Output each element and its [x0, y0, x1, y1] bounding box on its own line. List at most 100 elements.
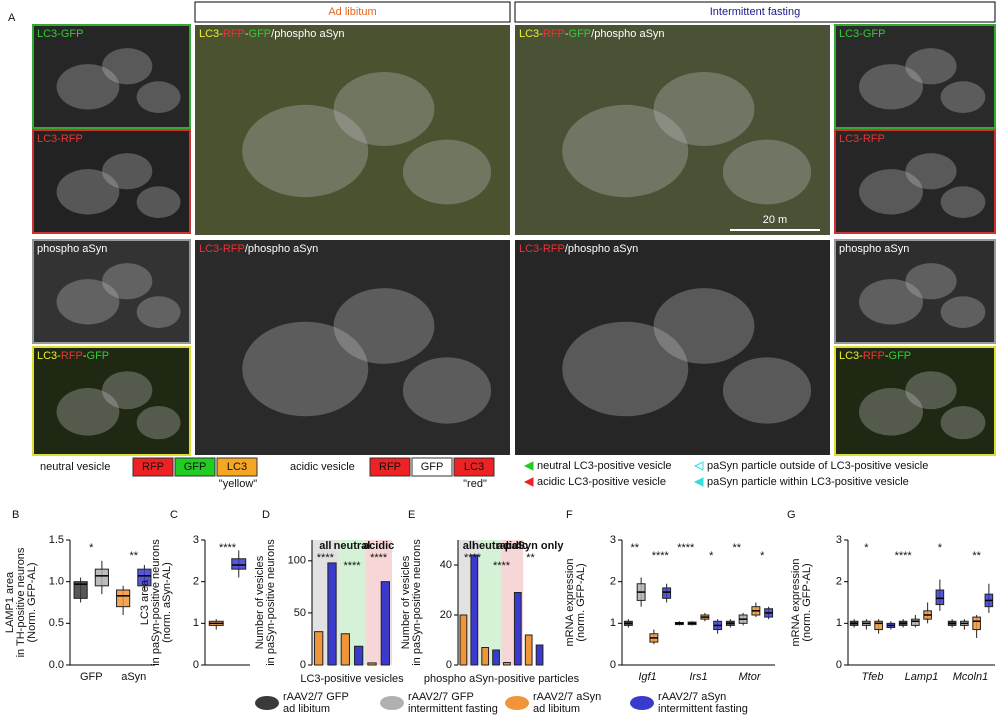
y-axis-label: mRNA expression [564, 558, 576, 646]
legend-label: intermittent fasting [408, 703, 498, 715]
y-axis-label: Number of vesicles [254, 555, 266, 649]
panel-letter: E [408, 509, 415, 521]
image-label: LC3-RFP [37, 133, 83, 145]
bar [470, 554, 479, 666]
significance: **** [370, 552, 388, 564]
y-tick-label: 1 [193, 617, 199, 629]
label-part: phospho aSyn [839, 243, 909, 255]
label-part: RFP [61, 350, 83, 362]
arrow-icon [693, 477, 704, 487]
arrow-legend-label: acidic LC3-positive vesicle [537, 476, 666, 488]
key-box-label: RFP [379, 461, 401, 473]
cell-body [562, 104, 689, 198]
panel-letter: A [8, 12, 16, 24]
significance: ** [972, 550, 981, 562]
image-label: LC3-RFP/phospho aSyn [199, 243, 318, 255]
arrow-legend-label: paSyn particle within LC3-positive vesic… [707, 476, 909, 488]
arrow-icon [693, 461, 704, 471]
micrograph [834, 239, 996, 344]
header: Intermittent fasting [710, 6, 801, 18]
cell-body [333, 288, 435, 364]
header-box [194, 1, 511, 23]
image-label: LC3-RFP-GFP [37, 350, 109, 362]
significance: * [89, 542, 94, 554]
significance: * [938, 542, 943, 554]
key-title: neutral vesicle [40, 461, 110, 473]
category-label: paSyn only [505, 540, 565, 552]
label-part: /phospho aSyn [591, 28, 664, 40]
cell-body [905, 263, 957, 300]
image-label: LC3-RFP-GFP/phospho aSyn [199, 28, 345, 40]
cell-body [333, 72, 435, 146]
label-part: LC3-RFP [37, 133, 83, 145]
y-tick-label: 0 [610, 659, 616, 671]
micrograph [32, 239, 191, 344]
box [874, 620, 883, 631]
y-tick-label: 1.0 [49, 576, 64, 588]
cell-body [402, 139, 492, 205]
y-tick-label: 1.5 [49, 534, 64, 546]
y-axis-label: (norm. GFP-AL) [801, 563, 813, 641]
label-part: LC3-GFP [37, 28, 83, 40]
y-tick-label: 2 [193, 576, 199, 588]
significance: ** [630, 542, 639, 554]
arrow-legend-label: paSyn particle outside of LC3-positive v… [707, 460, 928, 472]
legend-label: rAAV2/7 aSyn [533, 691, 601, 703]
cell-body [940, 81, 986, 113]
y-axis-label: LC3 area [139, 579, 151, 625]
y-axis-label: (norm. GFP-AL) [575, 563, 587, 641]
key-box [216, 457, 258, 477]
cell-body [102, 371, 153, 410]
bar [513, 592, 522, 666]
cell-body [136, 405, 181, 440]
bar [340, 633, 350, 666]
bar [459, 614, 468, 666]
cell-body [722, 357, 812, 424]
label-part: - [83, 350, 87, 362]
cell-body [859, 64, 923, 110]
y-tick-label: 100 [288, 555, 306, 567]
significance: **** [895, 550, 913, 562]
y-tick-label: 3 [836, 534, 842, 546]
cell-body [859, 388, 923, 436]
bar [535, 644, 544, 666]
category-band [479, 540, 502, 665]
label-part: LC3-RFP [839, 133, 885, 145]
arrow-icon [523, 477, 534, 487]
y-axis-label: in paSyn-positive neurons [150, 539, 162, 666]
micrograph [195, 25, 510, 235]
y-axis-label: LAMP1 area [4, 571, 16, 633]
cell-body [905, 153, 957, 190]
legend-label: ad libitum [533, 703, 580, 715]
label-part: LC3-RFP [199, 243, 245, 255]
header-box [514, 1, 996, 23]
micrograph [195, 240, 510, 455]
key-box-label: RFP [142, 461, 164, 473]
legend-label: intermittent fasting [658, 703, 748, 715]
legend-mouse [380, 696, 404, 710]
label-part: - [885, 350, 889, 362]
y-tick-label: 0 [446, 659, 452, 671]
box [231, 558, 247, 570]
micrograph [32, 129, 191, 234]
label-part: LC3- [519, 28, 543, 40]
cell-body [940, 296, 986, 328]
category-label: Mcoln1 [953, 671, 988, 683]
label-part: LC3- [839, 350, 863, 362]
image-label: LC3-GFP [37, 28, 83, 40]
cell-body [136, 296, 181, 328]
key-box [174, 457, 216, 477]
category-label: neutral [334, 540, 371, 552]
box [94, 568, 109, 587]
category-label: Igf1 [638, 671, 656, 683]
bar [314, 631, 324, 666]
significance: **** [464, 552, 482, 564]
cell-body [242, 104, 369, 198]
legend-mouse [505, 696, 529, 710]
label-part: LC3-RFP [519, 243, 565, 255]
bar [380, 581, 390, 666]
cell-body [653, 288, 755, 364]
box [73, 581, 88, 599]
cell-body [905, 371, 957, 410]
cell-body [56, 64, 120, 110]
